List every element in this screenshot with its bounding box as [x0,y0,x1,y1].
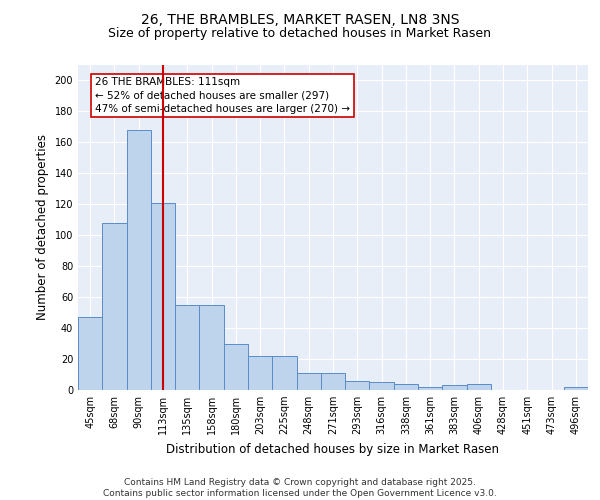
Bar [467,384,491,390]
Y-axis label: Number of detached properties: Number of detached properties [36,134,49,320]
Bar [564,387,588,390]
Bar [78,318,102,390]
Bar [199,305,224,390]
Bar [224,344,248,390]
Bar [394,384,418,390]
Bar [248,356,272,390]
Bar [321,373,345,390]
Bar [272,356,296,390]
X-axis label: Distribution of detached houses by size in Market Rasen: Distribution of detached houses by size … [167,442,499,456]
Bar [418,387,442,390]
Bar [370,382,394,390]
Bar [151,202,175,390]
Bar [175,305,199,390]
Bar [127,130,151,390]
Bar [345,380,370,390]
Bar [102,223,127,390]
Text: Contains HM Land Registry data © Crown copyright and database right 2025.
Contai: Contains HM Land Registry data © Crown c… [103,478,497,498]
Text: 26, THE BRAMBLES, MARKET RASEN, LN8 3NS: 26, THE BRAMBLES, MARKET RASEN, LN8 3NS [141,12,459,26]
Text: 26 THE BRAMBLES: 111sqm
← 52% of detached houses are smaller (297)
47% of semi-d: 26 THE BRAMBLES: 111sqm ← 52% of detache… [95,78,350,114]
Text: Size of property relative to detached houses in Market Rasen: Size of property relative to detached ho… [109,28,491,40]
Bar [296,373,321,390]
Bar [442,386,467,390]
